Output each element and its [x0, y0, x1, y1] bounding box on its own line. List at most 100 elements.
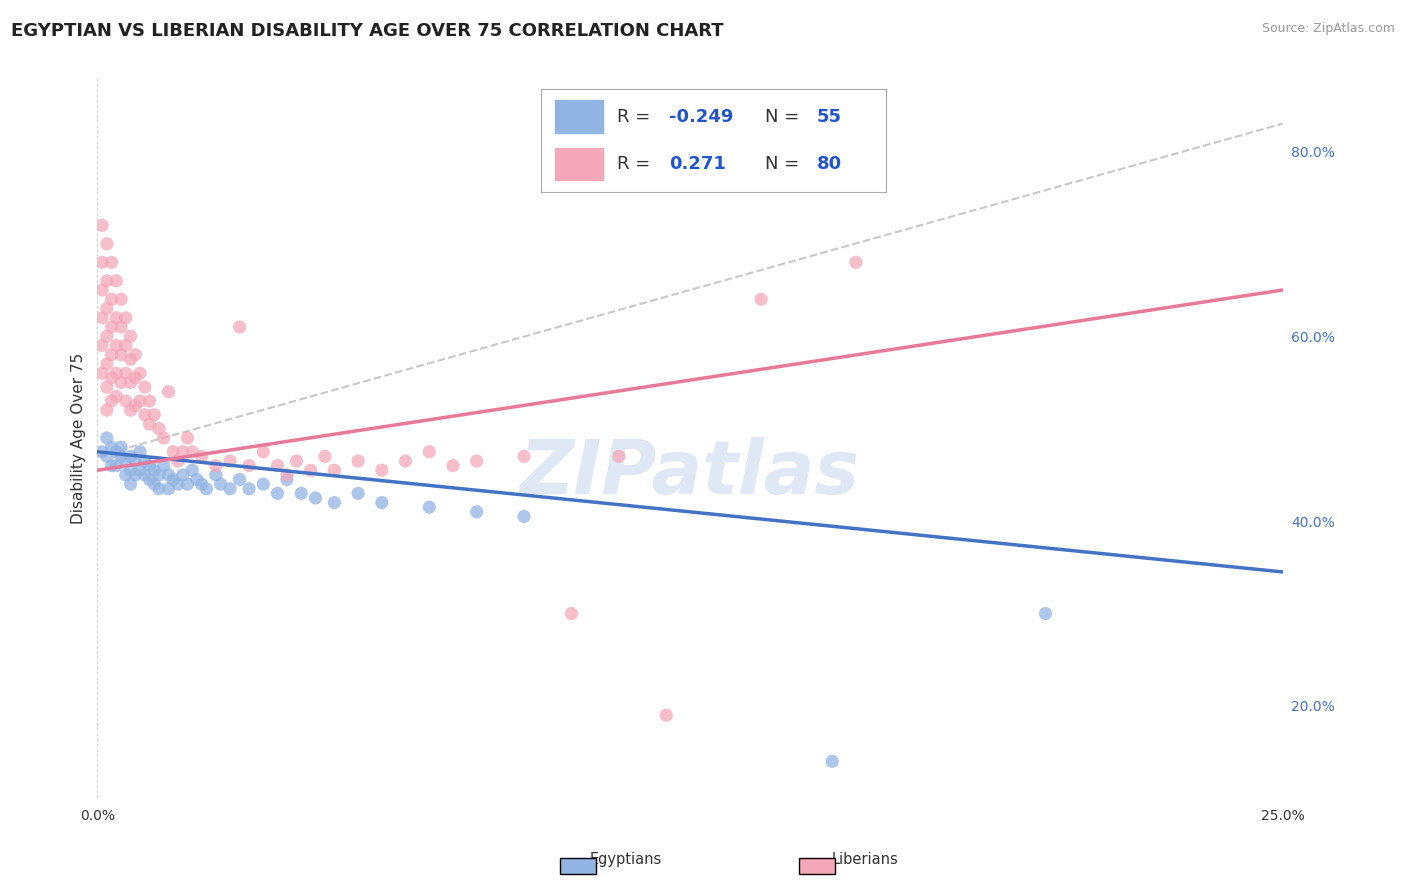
Point — [120, 450, 142, 464]
Point — [120, 329, 142, 343]
Point — [513, 509, 536, 524]
Point — [110, 292, 132, 306]
Point — [96, 329, 118, 343]
Point — [100, 440, 122, 454]
Text: EGYPTIAN VS LIBERIAN DISABILITY AGE OVER 75 CORRELATION CHART: EGYPTIAN VS LIBERIAN DISABILITY AGE OVER… — [11, 22, 724, 40]
Point — [105, 338, 128, 352]
Point — [205, 458, 228, 473]
Point — [134, 408, 156, 422]
Point — [100, 292, 122, 306]
Point — [418, 444, 440, 458]
Point — [114, 310, 136, 325]
Point — [143, 408, 166, 422]
Point — [162, 444, 184, 458]
Point — [186, 473, 208, 487]
Text: Source: ZipAtlas.com: Source: ZipAtlas.com — [1261, 22, 1395, 36]
Point — [114, 366, 136, 380]
Point — [110, 440, 132, 454]
Text: 80: 80 — [817, 155, 842, 173]
Point — [465, 505, 488, 519]
Point — [100, 393, 122, 408]
Point — [91, 255, 114, 269]
Point — [195, 482, 218, 496]
Point — [190, 477, 212, 491]
Point — [276, 473, 298, 487]
Point — [143, 477, 166, 491]
Text: ZIPatlas: ZIPatlas — [520, 437, 860, 510]
Point — [124, 467, 146, 482]
Point — [134, 454, 156, 468]
Point — [91, 444, 114, 458]
Point — [314, 450, 336, 464]
Point — [96, 274, 118, 288]
Text: 55: 55 — [817, 108, 842, 126]
Point — [167, 454, 190, 468]
Point — [219, 482, 242, 496]
Point — [105, 366, 128, 380]
Point — [100, 348, 122, 362]
Point — [148, 482, 170, 496]
Point — [114, 393, 136, 408]
Point — [238, 482, 260, 496]
Point — [91, 366, 114, 380]
Point — [91, 219, 114, 233]
Point — [655, 708, 678, 723]
Point — [266, 486, 288, 500]
Point — [148, 467, 170, 482]
Point — [105, 389, 128, 403]
Point — [152, 431, 174, 445]
Point — [124, 371, 146, 385]
Point — [138, 417, 160, 431]
Point — [129, 444, 152, 458]
Point — [120, 403, 142, 417]
Point — [96, 403, 118, 417]
Point — [110, 450, 132, 464]
Point — [323, 463, 346, 477]
Point — [114, 454, 136, 468]
Point — [114, 467, 136, 482]
Point — [219, 454, 242, 468]
Point — [124, 399, 146, 413]
Point — [100, 255, 122, 269]
Point — [252, 444, 274, 458]
Point — [371, 463, 394, 477]
Point — [100, 320, 122, 334]
Point — [276, 467, 298, 482]
Point — [105, 458, 128, 473]
Point — [162, 473, 184, 487]
Point — [91, 310, 114, 325]
Point — [138, 458, 160, 473]
Point — [285, 454, 308, 468]
Point — [465, 454, 488, 468]
Point — [513, 450, 536, 464]
Point — [209, 477, 232, 491]
Bar — [555, 148, 603, 180]
Point — [323, 495, 346, 509]
Point — [304, 491, 326, 505]
Y-axis label: Disability Age Over 75: Disability Age Over 75 — [72, 352, 86, 524]
Point — [138, 393, 160, 408]
Point — [148, 422, 170, 436]
Point — [172, 444, 194, 458]
Point — [138, 473, 160, 487]
Point — [134, 467, 156, 482]
Text: Liberians: Liberians — [831, 852, 898, 867]
Point — [105, 444, 128, 458]
Point — [238, 458, 260, 473]
Point — [96, 236, 118, 251]
Point — [96, 450, 118, 464]
Point — [172, 467, 194, 482]
Point — [96, 301, 118, 316]
Point — [299, 463, 322, 477]
Point — [252, 477, 274, 491]
Point — [347, 454, 370, 468]
Point — [176, 477, 198, 491]
Text: Egyptians: Egyptians — [589, 852, 662, 867]
Point — [607, 450, 630, 464]
Text: R =: R = — [617, 155, 651, 173]
Point — [91, 283, 114, 297]
Point — [120, 352, 142, 367]
Point — [124, 454, 146, 468]
Point — [110, 348, 132, 362]
Point — [110, 320, 132, 334]
